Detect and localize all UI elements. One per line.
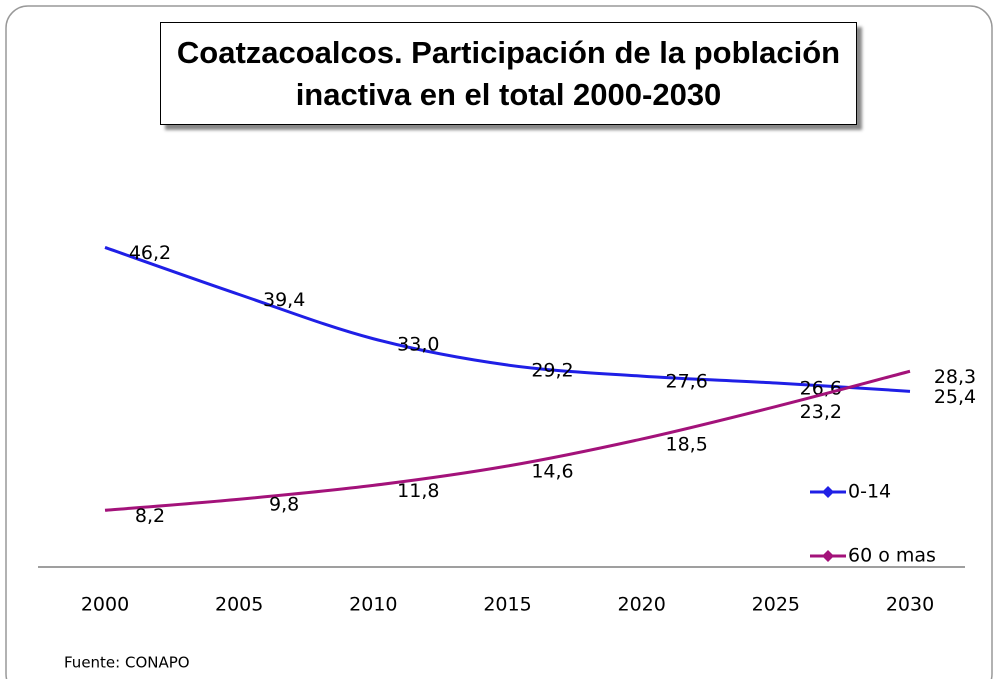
- data-label: 29,2: [531, 360, 573, 382]
- chart-frame: [5, 5, 993, 679]
- data-label: 9,8: [269, 494, 299, 516]
- data-label: 26,6: [800, 378, 842, 400]
- line-series: [104, 369, 911, 512]
- data-label: 33,0: [397, 333, 439, 355]
- data-label: 23,2: [800, 401, 842, 423]
- data-label: 18,5: [666, 434, 708, 456]
- x-tick-label: 2010: [349, 594, 397, 616]
- data-label: 46,2: [129, 242, 171, 264]
- x-tick-label: 2020: [617, 594, 665, 616]
- legend-label: 60 o mas: [848, 545, 936, 567]
- x-tick-label: 2030: [886, 594, 934, 616]
- line-series: [104, 246, 911, 393]
- source-note: Fuente: CONAPO: [64, 654, 190, 672]
- data-label: 8,2: [135, 505, 165, 527]
- x-tick-label: 2005: [215, 594, 263, 616]
- x-tick-label: 2000: [81, 594, 129, 616]
- data-label: 11,8: [397, 480, 439, 502]
- data-label: 25,4: [934, 386, 976, 408]
- data-label: 28,3: [934, 366, 976, 388]
- data-label: 39,4: [263, 289, 305, 311]
- legend-marker: [822, 550, 834, 562]
- legend-marker: [822, 486, 834, 498]
- chart-title: Coatzacoalcos. Participación de la pobla…: [160, 22, 857, 125]
- legend-label: 0-14: [848, 481, 891, 503]
- data-label: 27,6: [666, 371, 708, 393]
- x-tick-label: 2015: [483, 594, 531, 616]
- data-label: 14,6: [531, 461, 573, 483]
- x-tick-label: 2025: [752, 594, 800, 616]
